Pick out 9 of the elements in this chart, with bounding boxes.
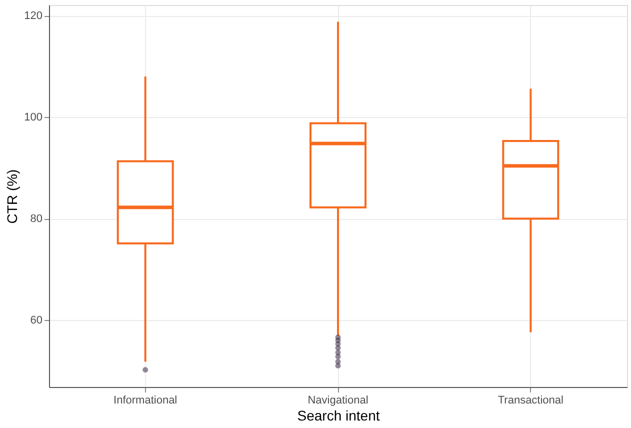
- y-tick-label: 120: [24, 10, 42, 22]
- y-tick-label: 60: [30, 314, 42, 327]
- y-axis-title: CTR (%): [4, 169, 20, 224]
- y-tick-label: 100: [24, 112, 42, 124]
- x-tick-label: Transactional: [498, 394, 564, 406]
- y-tick-label: 80: [30, 213, 42, 226]
- x-axis-title: Search intent: [297, 408, 380, 424]
- x-tick-label: Navigational: [308, 394, 368, 406]
- x-tick-label: Informational: [114, 394, 178, 406]
